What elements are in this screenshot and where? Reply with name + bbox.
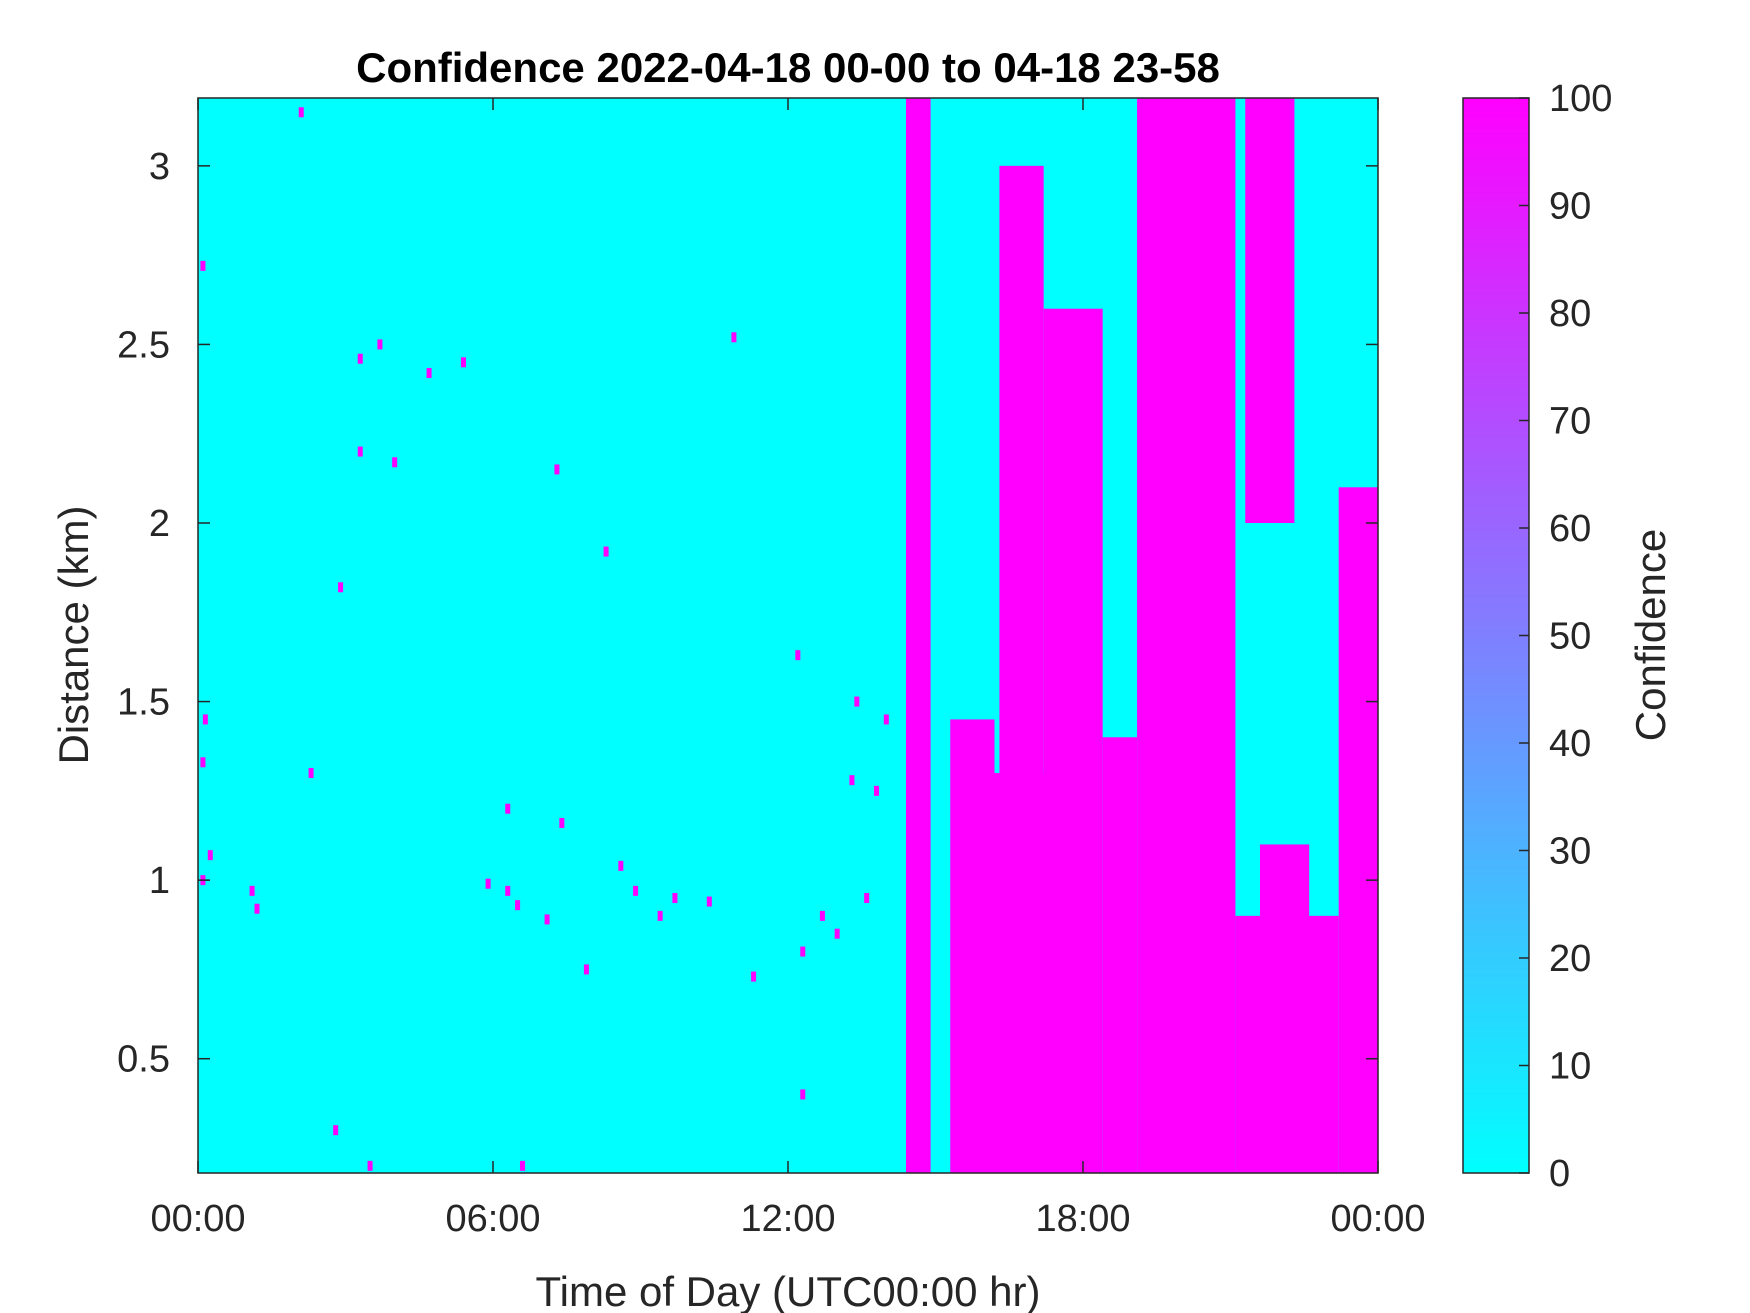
x-axis: 00:00 06:00 12:00 18:00 00:00	[150, 98, 1426, 1240]
colorbar	[1462, 97, 1530, 1174]
high-confidence-cell	[559, 818, 565, 828]
y-tick-label: 1.5	[117, 682, 170, 724]
high-confidence-cell	[207, 850, 213, 861]
high-confidence-region	[1235, 915, 1260, 1173]
y-tick-label: 0.5	[117, 1039, 170, 1081]
x-tick-label: 12:00	[740, 1198, 835, 1240]
x-tick-label: 18:00	[1035, 1198, 1130, 1240]
chart-title: Confidence 2022-04-18 00-00 to 04-18 23-…	[356, 44, 1220, 91]
colorbar-tick-label: 60	[1549, 508, 1591, 550]
y-tick-label: 1	[149, 860, 170, 902]
high-confidence-cell	[515, 900, 521, 911]
high-confidence-cell	[819, 910, 825, 921]
high-confidence-cell	[485, 878, 491, 889]
high-confidence-cell	[426, 368, 432, 378]
y-axis-label: Distance (km)	[50, 505, 97, 764]
y-tick-label: 3	[149, 146, 170, 188]
high-confidence-cell	[800, 946, 806, 957]
high-confidence-cell	[254, 903, 260, 914]
high-confidence-cell	[864, 893, 870, 903]
colorbar-tick-label: 80	[1549, 293, 1591, 335]
high-confidence-cell	[333, 1125, 339, 1136]
high-confidence-cell	[298, 107, 304, 118]
x-tick-label: 00:00	[1330, 1198, 1425, 1240]
high-confidence-cell	[520, 1160, 525, 1171]
high-confidence-cell	[731, 332, 737, 343]
high-confidence-region	[1102, 737, 1138, 1173]
x-axis-label: Time of Day (UTC00:00 hr)	[536, 1268, 1041, 1313]
high-confidence-region	[906, 98, 931, 1173]
high-confidence-cell	[800, 1089, 806, 1100]
y-axis: 0.5 1 1.5 2 2.5 3	[117, 146, 1378, 1081]
high-confidence-cell	[849, 775, 855, 786]
high-confidence-cell	[357, 353, 363, 364]
high-confidence-cell	[338, 582, 344, 593]
high-confidence-cell	[367, 1160, 373, 1171]
y-tick-label: 2.5	[117, 324, 170, 366]
high-confidence-cell	[200, 757, 206, 768]
high-confidence-cell	[392, 457, 398, 468]
high-confidence-cell	[461, 357, 466, 368]
high-confidence-cell	[554, 464, 560, 475]
colorbar-tick-label: 50	[1549, 616, 1591, 658]
high-confidence-cell	[202, 714, 208, 725]
high-confidence-cell	[505, 885, 511, 896]
high-confidence-region	[999, 165, 1044, 773]
high-confidence-region	[1043, 308, 1103, 1173]
colorbar-tick-label: 20	[1549, 938, 1591, 980]
colorbar-tick-label: 30	[1549, 831, 1591, 873]
high-confidence-cell	[633, 885, 639, 896]
x-tick-label: 06:00	[445, 1198, 540, 1240]
colorbar-label: Confidence	[1627, 529, 1674, 741]
high-confidence-cell	[672, 893, 678, 903]
high-confidence-cell	[834, 928, 840, 939]
colorbar-tick-label: 70	[1549, 401, 1591, 443]
high-confidence-region	[1245, 98, 1295, 523]
high-confidence-cell	[657, 910, 663, 921]
high-confidence-region	[1137, 98, 1236, 1173]
high-confidence-cell	[357, 446, 363, 457]
high-confidence-cell	[200, 260, 206, 271]
colorbar-tick-label: 90	[1549, 186, 1591, 228]
high-confidence-region	[1299, 915, 1339, 1173]
x-tick-label: 00:00	[150, 1198, 245, 1240]
high-confidence-cell	[795, 650, 801, 661]
high-confidence-cell	[618, 860, 624, 871]
high-confidence-cell	[377, 339, 383, 350]
high-confidence-cell	[883, 714, 889, 725]
high-confidence-cell	[706, 896, 712, 907]
colorbar-tick-label: 10	[1549, 1046, 1591, 1088]
high-confidence-cell	[505, 803, 511, 814]
high-confidence-cell	[544, 914, 550, 925]
colorbar-tick-label: 40	[1549, 723, 1591, 765]
high-confidence-cell	[308, 768, 314, 778]
high-confidence-cell	[854, 696, 860, 707]
high-confidence-cell	[249, 885, 255, 896]
colorbar-tick-label: 0	[1549, 1153, 1570, 1195]
high-confidence-cell	[874, 785, 879, 796]
y-tick-label: 2	[149, 503, 170, 545]
high-confidence-cell	[583, 964, 589, 975]
colorbar-tick-label: 100	[1549, 78, 1612, 120]
colorbar-ticks: 0 10 20 30 40 50 60 70 80 90 100	[1519, 78, 1612, 1195]
high-confidence-cell	[603, 546, 609, 557]
high-confidence-cell	[751, 971, 757, 982]
high-confidence-region	[1338, 487, 1378, 1173]
